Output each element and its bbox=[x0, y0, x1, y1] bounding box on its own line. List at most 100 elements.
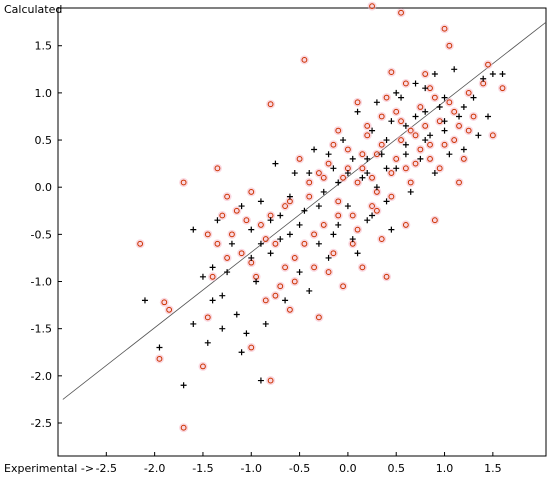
data-point-plus bbox=[451, 66, 458, 73]
data-point-circle bbox=[309, 262, 319, 272]
data-point-plus bbox=[209, 297, 216, 304]
data-point-plus bbox=[398, 94, 405, 101]
data-point-circle bbox=[401, 220, 411, 230]
data-point-plus bbox=[315, 240, 322, 247]
data-point-plus bbox=[436, 104, 443, 111]
y-tick-label: 0.5 bbox=[35, 134, 53, 147]
data-point-circle bbox=[386, 192, 396, 202]
data-point-plus bbox=[383, 137, 390, 144]
data-point-plus bbox=[296, 269, 303, 276]
data-point-plus bbox=[412, 80, 419, 87]
data-point-circle bbox=[270, 239, 280, 249]
data-point-circle bbox=[237, 248, 247, 258]
data-point-circle bbox=[411, 159, 421, 169]
data-point-circle bbox=[280, 262, 290, 272]
data-point-circle bbox=[212, 239, 222, 249]
data-point-plus bbox=[267, 217, 274, 224]
data-point-plus bbox=[301, 207, 308, 214]
data-point-circle bbox=[391, 154, 401, 164]
data-point-circle bbox=[208, 272, 218, 282]
data-point-plus bbox=[402, 151, 409, 158]
data-point-plus bbox=[441, 118, 448, 125]
data-point-plus bbox=[233, 311, 240, 318]
data-point-circle bbox=[353, 225, 363, 235]
data-point-circle bbox=[444, 41, 454, 51]
data-point-plus bbox=[349, 236, 356, 243]
data-point-plus bbox=[257, 198, 264, 205]
data-point-plus bbox=[480, 75, 487, 82]
data-point-circle bbox=[415, 144, 425, 154]
data-point-plus bbox=[257, 377, 264, 384]
data-point-circle bbox=[367, 1, 377, 11]
data-point-plus bbox=[485, 113, 492, 120]
data-point-circle bbox=[444, 97, 454, 107]
data-point-plus bbox=[364, 155, 371, 162]
data-point-plus bbox=[277, 236, 284, 243]
data-point-plus bbox=[219, 325, 226, 332]
data-point-circle bbox=[435, 163, 445, 173]
data-point-circle bbox=[459, 154, 469, 164]
data-point-circle bbox=[154, 354, 164, 364]
data-point-circle bbox=[275, 281, 285, 291]
data-point-circle bbox=[314, 312, 324, 322]
data-point-circle bbox=[324, 159, 334, 169]
data-point-plus bbox=[431, 71, 438, 78]
data-point-circle bbox=[483, 60, 493, 70]
data-point-plus bbox=[422, 85, 429, 92]
data-point-circle bbox=[179, 177, 189, 187]
data-point-plus bbox=[214, 217, 221, 224]
data-point-plus bbox=[383, 198, 390, 205]
data-point-plus bbox=[291, 170, 298, 177]
y-tick-label: -2.5 bbox=[31, 417, 52, 430]
data-point-plus bbox=[306, 287, 313, 294]
data-point-plus bbox=[248, 254, 255, 261]
data-point-circle bbox=[290, 277, 300, 287]
data-point-circle bbox=[324, 267, 334, 277]
y-tick-label: 1.0 bbox=[35, 87, 53, 100]
x-tick-label: 0.5 bbox=[387, 462, 405, 475]
data-point-plus bbox=[325, 254, 332, 261]
data-point-circle bbox=[391, 107, 401, 117]
x-tick-label: -0.5 bbox=[289, 462, 310, 475]
x-tick-label: -2.5 bbox=[96, 462, 117, 475]
data-point-circle bbox=[256, 220, 266, 230]
data-point-circle bbox=[396, 8, 406, 18]
data-point-plus bbox=[460, 104, 467, 111]
data-point-circle bbox=[246, 343, 256, 353]
data-point-plus bbox=[402, 141, 409, 148]
data-point-plus bbox=[296, 221, 303, 228]
data-point-circle bbox=[285, 305, 295, 315]
data-point-plus bbox=[156, 344, 163, 351]
data-point-circle bbox=[430, 215, 440, 225]
data-point-plus bbox=[228, 240, 235, 247]
data-point-plus bbox=[441, 94, 448, 101]
data-point-plus bbox=[224, 269, 231, 276]
data-point-plus bbox=[272, 160, 279, 167]
data-point-plus bbox=[180, 382, 187, 389]
data-point-circle bbox=[333, 196, 343, 206]
data-point-plus bbox=[383, 165, 390, 172]
data-point-circle bbox=[377, 111, 387, 121]
data-point-circle bbox=[333, 126, 343, 136]
data-point-plus bbox=[190, 226, 197, 233]
data-point-circle bbox=[415, 102, 425, 112]
data-point-circle bbox=[449, 135, 459, 145]
data-point-circle bbox=[266, 376, 276, 386]
data-point-plus bbox=[219, 292, 226, 299]
plot-frame-group bbox=[57, 7, 547, 457]
data-point-circle bbox=[420, 121, 430, 131]
data-point-circle bbox=[261, 234, 271, 244]
data-point-circle bbox=[338, 173, 348, 183]
data-point-circle bbox=[353, 97, 363, 107]
data-point-plus bbox=[373, 184, 380, 191]
y-axis-title: Calculated bbox=[4, 3, 62, 16]
data-point-circle bbox=[396, 135, 406, 145]
data-point-circle bbox=[227, 229, 237, 239]
data-point-plus bbox=[364, 170, 371, 177]
data-point-circle bbox=[217, 210, 227, 220]
data-point-circle bbox=[469, 111, 479, 121]
data-point-plus bbox=[460, 146, 467, 153]
data-point-plus bbox=[359, 174, 366, 181]
x-tick-label: -2.0 bbox=[144, 462, 165, 475]
